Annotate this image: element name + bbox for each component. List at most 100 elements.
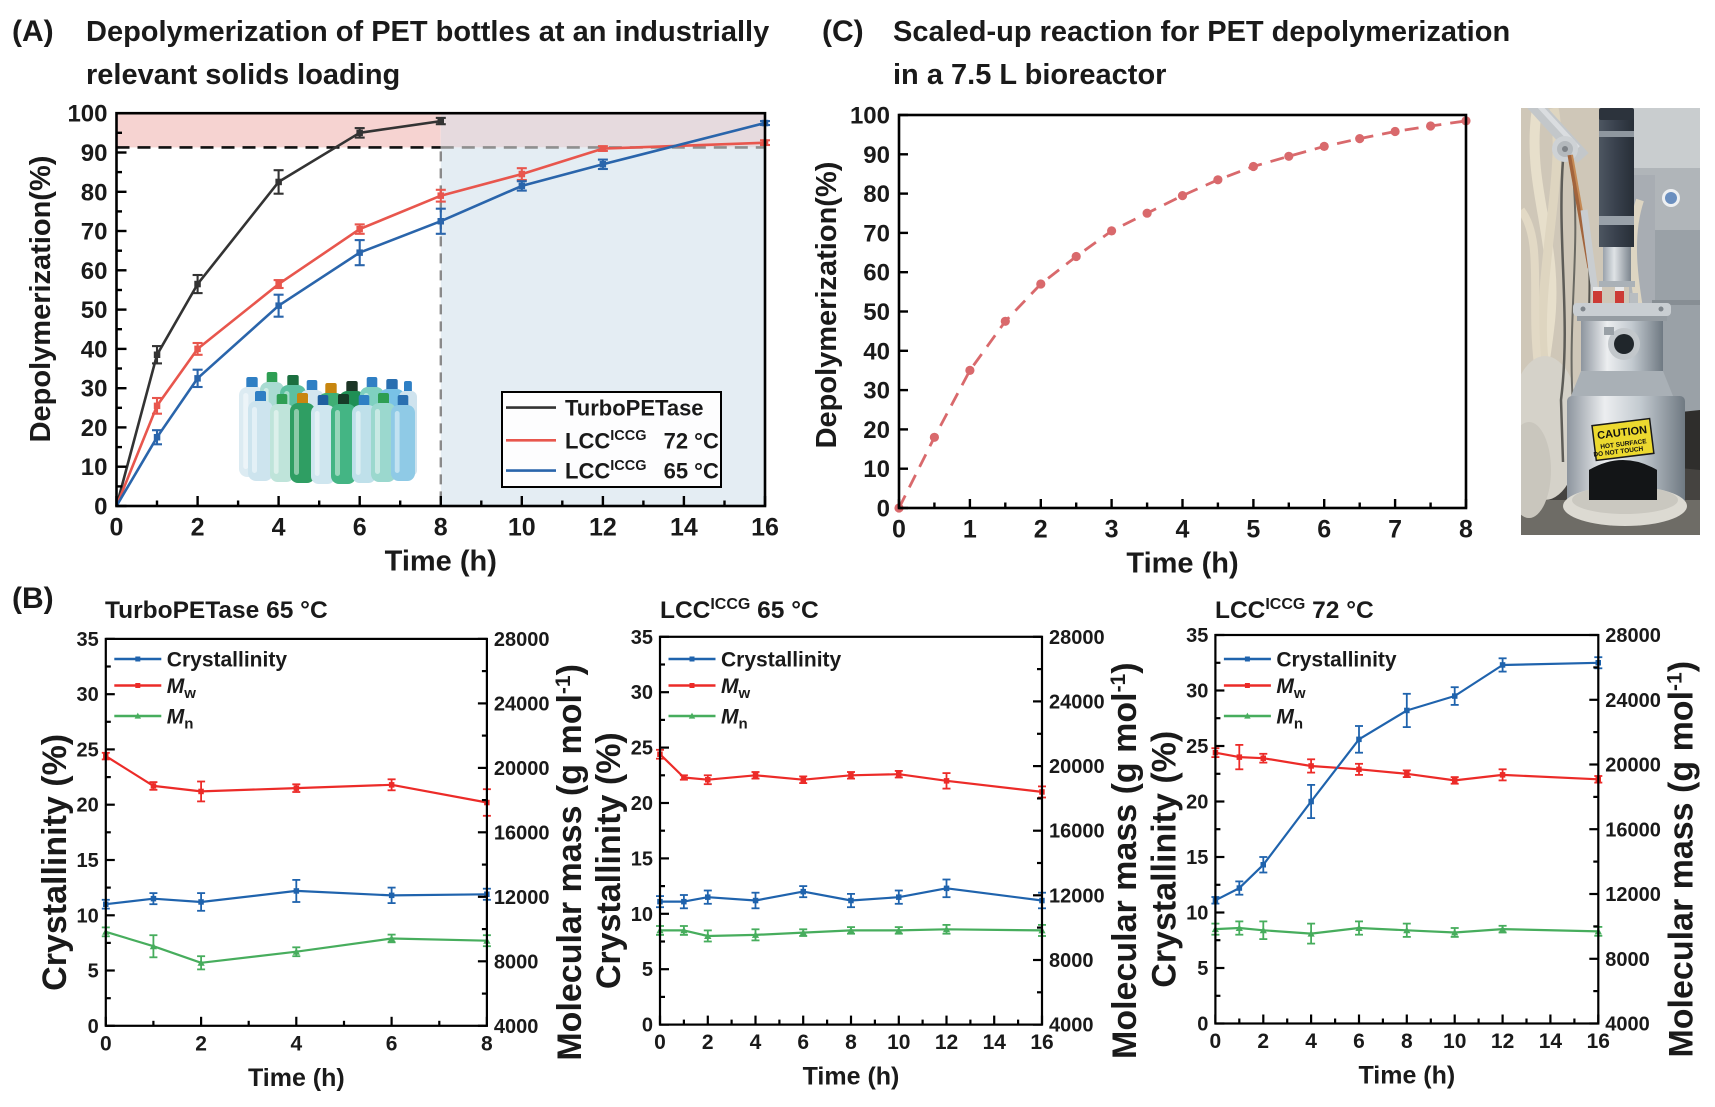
svg-text:35: 35 xyxy=(1186,625,1208,647)
svg-text:4: 4 xyxy=(1176,516,1190,544)
svg-text:28000: 28000 xyxy=(494,629,550,651)
svg-text:relevant solids loading: relevant solids loading xyxy=(86,59,400,91)
svg-text:Time (h): Time (h) xyxy=(1358,1062,1455,1090)
svg-text:16: 16 xyxy=(1587,1030,1610,1053)
svg-text:0: 0 xyxy=(100,1032,112,1055)
svg-text:LCCICCG 65 °C: LCCICCG 65 °C xyxy=(565,458,719,484)
svg-text:35: 35 xyxy=(631,627,653,649)
svg-text:20000: 20000 xyxy=(1605,755,1661,777)
svg-text:20: 20 xyxy=(1186,792,1208,814)
svg-text:24000: 24000 xyxy=(494,693,550,715)
svg-text:25: 25 xyxy=(1186,736,1208,758)
svg-text:16: 16 xyxy=(1030,1031,1053,1054)
svg-text:4000: 4000 xyxy=(1605,1014,1650,1036)
svg-text:Crystallinity (%): Crystallinity (%) xyxy=(36,734,74,991)
svg-text:16000: 16000 xyxy=(1605,819,1661,841)
svg-text:6: 6 xyxy=(353,514,367,542)
svg-text:10: 10 xyxy=(77,905,99,927)
svg-text:Mw: Mw xyxy=(1276,675,1306,702)
svg-text:90: 90 xyxy=(81,140,108,167)
svg-text:15: 15 xyxy=(77,850,99,872)
svg-text:30: 30 xyxy=(77,684,99,706)
svg-text:Depolymerization of PET bottle: Depolymerization of PET bottles at an in… xyxy=(86,16,769,48)
svg-text:10: 10 xyxy=(508,514,536,542)
svg-text:Molecular mass (g mol-1): Molecular mass (g mol-1) xyxy=(1662,661,1700,1058)
svg-text:2: 2 xyxy=(195,1032,207,1055)
svg-text:20: 20 xyxy=(81,415,108,442)
svg-text:25: 25 xyxy=(631,738,653,760)
svg-text:8: 8 xyxy=(1401,1030,1413,1053)
svg-text:5: 5 xyxy=(642,959,653,981)
svg-text:Depolymerization(%): Depolymerization(%) xyxy=(25,156,57,443)
svg-text:4: 4 xyxy=(291,1032,303,1055)
svg-text:8: 8 xyxy=(1459,516,1473,544)
svg-text:14: 14 xyxy=(670,514,698,542)
svg-text:24000: 24000 xyxy=(1605,690,1661,712)
svg-text:4: 4 xyxy=(272,514,286,542)
svg-text:40: 40 xyxy=(81,336,108,363)
svg-text:TurboPETase 65 °C: TurboPETase 65 °C xyxy=(105,597,328,624)
svg-text:16000: 16000 xyxy=(1049,821,1105,843)
svg-text:16: 16 xyxy=(751,514,779,542)
svg-text:Time (h): Time (h) xyxy=(1126,548,1238,580)
svg-text:1: 1 xyxy=(963,516,977,544)
svg-text:Crystallinity (%): Crystallinity (%) xyxy=(590,732,628,989)
svg-text:28000: 28000 xyxy=(1049,627,1105,649)
svg-text:12: 12 xyxy=(935,1031,958,1054)
svg-text:Scaled-up reaction for PET dep: Scaled-up reaction for PET depolymerizat… xyxy=(893,16,1510,48)
svg-text:2: 2 xyxy=(1034,516,1048,544)
svg-text:16000: 16000 xyxy=(494,822,550,844)
svg-text:4000: 4000 xyxy=(494,1016,539,1038)
svg-text:Crystallinity: Crystallinity xyxy=(721,649,842,672)
svg-text:TurboPETase: TurboPETase xyxy=(565,396,704,421)
svg-text:3: 3 xyxy=(1105,516,1119,544)
svg-text:12000: 12000 xyxy=(494,887,550,909)
svg-text:28000: 28000 xyxy=(1605,625,1661,647)
svg-text:14: 14 xyxy=(1539,1030,1563,1053)
svg-text:6: 6 xyxy=(797,1031,809,1054)
svg-text:8: 8 xyxy=(434,514,448,542)
svg-text:30: 30 xyxy=(1186,681,1208,703)
svg-text:12: 12 xyxy=(1491,1030,1514,1053)
svg-text:20: 20 xyxy=(77,795,99,817)
svg-text:8: 8 xyxy=(481,1032,493,1055)
svg-text:0: 0 xyxy=(1210,1030,1222,1053)
svg-text:4000: 4000 xyxy=(1049,1015,1094,1037)
svg-text:25: 25 xyxy=(77,739,99,761)
svg-text:8: 8 xyxy=(845,1031,857,1054)
svg-text:7: 7 xyxy=(1388,516,1402,544)
svg-text:5: 5 xyxy=(1246,516,1260,544)
svg-text:40: 40 xyxy=(863,338,890,365)
svg-text:Molecular mass (g mol-1): Molecular mass (g mol-1) xyxy=(551,664,589,1061)
svg-text:10: 10 xyxy=(1186,903,1208,925)
svg-text:Depolymerization(%): Depolymerization(%) xyxy=(811,162,843,449)
svg-text:Mw: Mw xyxy=(721,675,751,702)
svg-text:Time (h): Time (h) xyxy=(248,1064,345,1092)
svg-text:6: 6 xyxy=(386,1032,398,1055)
svg-text:100: 100 xyxy=(850,103,890,130)
svg-text:0: 0 xyxy=(654,1031,666,1054)
svg-text:30: 30 xyxy=(81,376,108,403)
svg-text:50: 50 xyxy=(81,297,108,324)
svg-text:0: 0 xyxy=(877,496,890,523)
svg-text:30: 30 xyxy=(631,682,653,704)
svg-text:90: 90 xyxy=(863,142,890,169)
svg-text:LCCICCG 65 °C: LCCICCG 65 °C xyxy=(660,596,819,624)
svg-text:15: 15 xyxy=(631,848,653,870)
svg-text:Mn: Mn xyxy=(1276,706,1303,733)
svg-text:5: 5 xyxy=(88,961,99,983)
svg-text:35: 35 xyxy=(77,629,99,651)
svg-text:20000: 20000 xyxy=(494,758,550,780)
svg-text:80: 80 xyxy=(863,181,890,208)
svg-text:5: 5 xyxy=(1197,958,1208,980)
svg-text:50: 50 xyxy=(863,299,890,326)
svg-text:80: 80 xyxy=(81,179,108,206)
svg-text:8000: 8000 xyxy=(494,951,539,973)
svg-text:70: 70 xyxy=(863,220,890,247)
svg-text:2: 2 xyxy=(191,514,205,542)
svg-text:24000: 24000 xyxy=(1049,691,1105,713)
svg-text:0: 0 xyxy=(88,1016,99,1038)
svg-text:Crystallinity: Crystallinity xyxy=(167,649,288,672)
svg-text:Crystallinity: Crystallinity xyxy=(1276,649,1397,672)
svg-text:12000: 12000 xyxy=(1605,884,1661,906)
